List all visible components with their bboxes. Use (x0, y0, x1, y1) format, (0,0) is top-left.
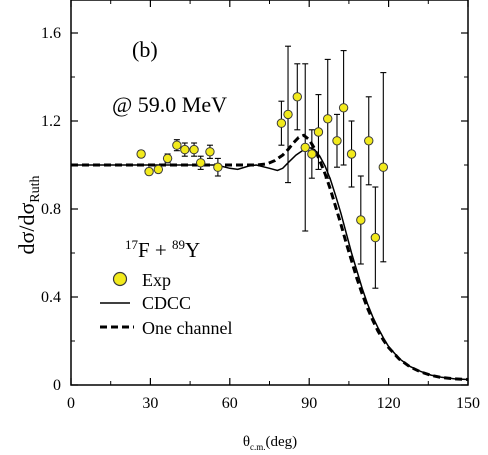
exp-marker (300, 142, 310, 153)
x-tick-label: 150 (456, 395, 480, 412)
exp-marker (338, 103, 349, 113)
cdcc-curve (71, 146, 468, 381)
exp-point (356, 175, 366, 265)
x-axis-label: θc.m.(deg) (243, 434, 297, 452)
exp-point (300, 63, 310, 232)
exp-marker (162, 153, 173, 164)
exp-point (364, 96, 374, 186)
exp-marker (313, 127, 324, 137)
exp-point (346, 120, 357, 188)
y-tick-label: 0 (53, 377, 61, 394)
exp-point (323, 58, 333, 179)
exp-point (332, 113, 342, 168)
exp-point (162, 153, 173, 164)
y-tick-label: 1.2 (41, 113, 61, 130)
exp-point (313, 94, 324, 170)
exp-marker (205, 147, 215, 157)
reaction-proj: F + (138, 238, 172, 262)
exp-point (338, 50, 349, 166)
exp-marker (144, 166, 154, 177)
exp-marker (180, 144, 190, 155)
x-axis-label-unit: (deg) (266, 434, 298, 450)
panel-label: (b) (132, 37, 158, 62)
reaction-proj-mass: 17 (125, 237, 139, 252)
points-layer (136, 45, 389, 289)
exp-marker (364, 136, 374, 146)
exp-point (136, 149, 146, 159)
exp-marker (378, 162, 389, 172)
y-tick-label: 0.8 (41, 201, 61, 218)
exp-marker (189, 144, 199, 155)
x-axis-label-main: θ (243, 434, 250, 450)
exp-point (283, 45, 293, 184)
y-axis-label-sub: Ruth (28, 175, 43, 202)
exp-marker (283, 109, 293, 120)
exp-marker (136, 149, 146, 159)
x-tick-label: 120 (377, 395, 401, 412)
exp-marker (307, 149, 317, 159)
legend: Exp CDCC One channel (100, 270, 232, 338)
exp-marker (356, 215, 366, 225)
exp-marker (370, 232, 381, 243)
exp-marker (292, 92, 302, 102)
exp-marker (213, 162, 223, 172)
exp-marker (323, 114, 333, 124)
x-tick-label: 90 (301, 395, 317, 412)
one-channel-curve (71, 133, 468, 381)
x-tick-label: 60 (222, 395, 238, 412)
reaction-targ: Y (185, 238, 200, 262)
y-axis-label: dσ/dσRuth (14, 175, 43, 254)
exp-point (378, 72, 389, 263)
exp-point (276, 100, 287, 146)
y-tick-label: 1.6 (41, 25, 61, 42)
exp-point (213, 157, 223, 177)
exp-point (172, 139, 182, 152)
exp-point (153, 164, 164, 175)
exp-marker (332, 136, 342, 146)
plot-frame (70, 0, 469, 386)
legend-cdcc-label: CDCC (142, 293, 191, 313)
exp-point (144, 166, 154, 177)
ticks-layer (70, 0, 469, 386)
exp-point (292, 63, 302, 131)
exp-point (189, 142, 199, 157)
legend-one-channel-label: One channel (142, 318, 232, 338)
exp-marker (346, 149, 357, 159)
exp-point (180, 142, 190, 157)
exp-marker (172, 140, 182, 150)
x-tick-label: 0 (67, 395, 75, 412)
exp-marker (153, 164, 164, 175)
exp-marker (276, 118, 287, 128)
tick-labels-layer: 0 30 60 90 120 150 0 0.4 0.8 1.2 1.6 (41, 25, 480, 412)
y-axis-label-main: dσ/dσ (14, 203, 39, 255)
exp-point (205, 144, 215, 159)
reaction-targ-mass: 89 (172, 237, 185, 252)
y-tick-label: 0.4 (41, 289, 61, 306)
x-axis-label-sub: c.m. (250, 442, 266, 452)
exp-point (195, 155, 206, 170)
exp-point (370, 186, 381, 289)
x-tick-label: 30 (142, 395, 158, 412)
exp-point (307, 129, 317, 179)
exp-marker (195, 158, 206, 168)
energy-label: @ 59.0 MeV (112, 92, 227, 117)
legend-exp-marker (112, 271, 128, 287)
legend-exp-label: Exp (142, 270, 171, 290)
curves-layer (71, 133, 468, 381)
reaction-label: 17F + 89Y (125, 237, 200, 262)
